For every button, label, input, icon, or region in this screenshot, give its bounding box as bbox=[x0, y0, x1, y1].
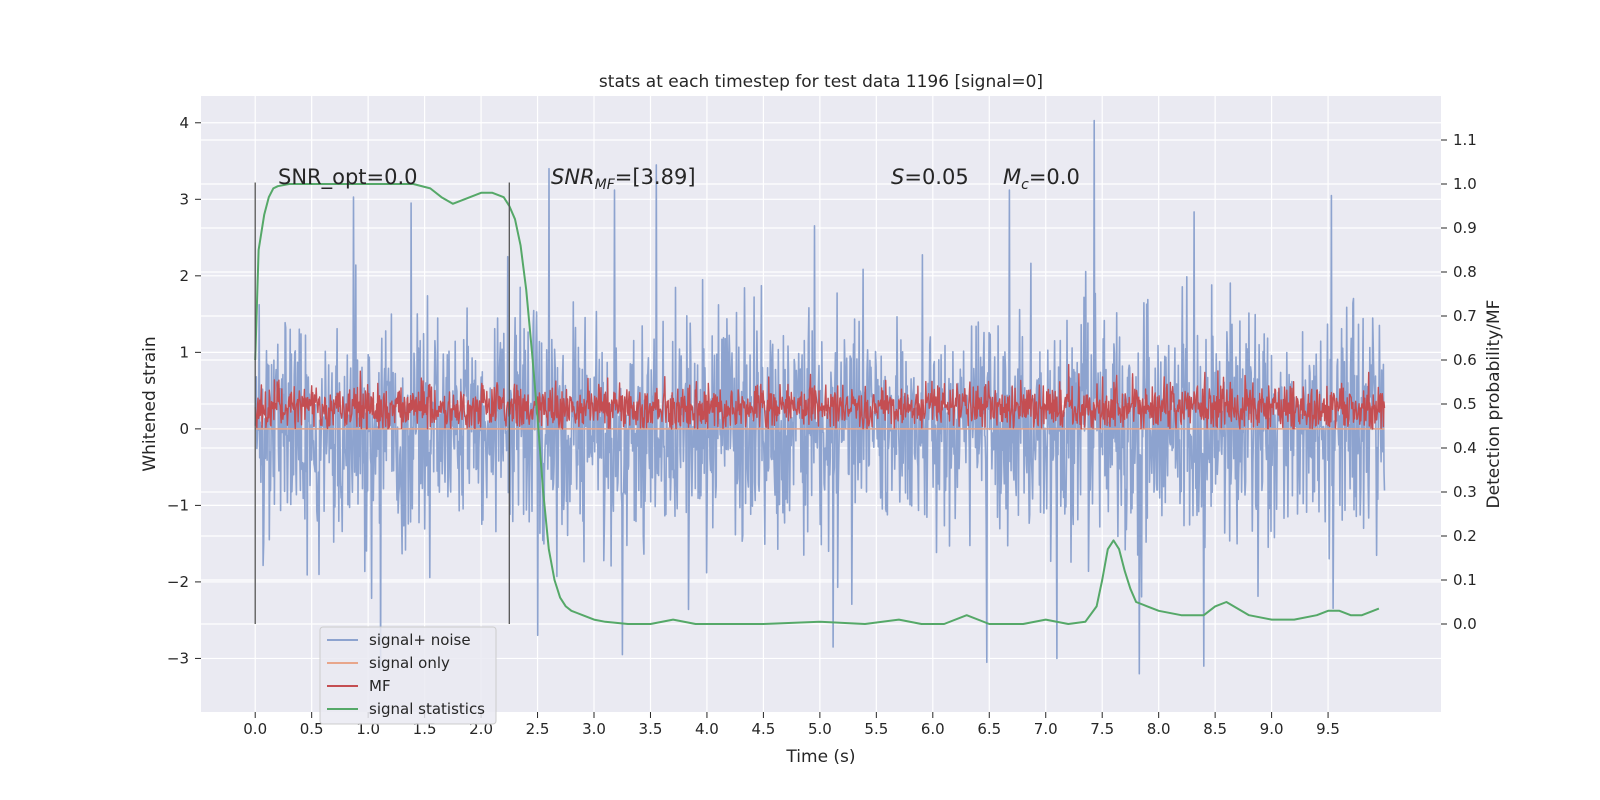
annotation-s: S=0.05 bbox=[891, 165, 969, 189]
legend-label-signal-statistics: signal statistics bbox=[369, 700, 485, 718]
y-tick-label: 0 bbox=[179, 420, 189, 438]
x-tick-label: 0.0 bbox=[243, 720, 267, 738]
x-tick-label: 4.5 bbox=[751, 720, 775, 738]
annotation-snr-mf-value: =[3.89] bbox=[615, 165, 696, 189]
y2-tick-label: 0.8 bbox=[1453, 263, 1477, 281]
chart-title: stats at each timestep for test data 119… bbox=[599, 72, 1043, 92]
x-tick-label: 8.0 bbox=[1147, 720, 1171, 738]
series-layer bbox=[254, 119, 1386, 675]
annotation-snr-mf: SNRMF=[3.89] bbox=[551, 165, 696, 193]
annotation-snr-opt: SNR_opt=0.0 bbox=[278, 165, 418, 190]
y-tick-label: −2 bbox=[167, 573, 189, 591]
x-tick-label: 3.5 bbox=[639, 720, 663, 738]
series-mf bbox=[254, 363, 1386, 430]
x-tick-label: 3.0 bbox=[582, 720, 606, 738]
legend-label-signal-only: signal only bbox=[369, 654, 450, 672]
x-tick-label: 6.5 bbox=[977, 720, 1001, 738]
y-tick-label: 3 bbox=[179, 190, 189, 208]
y2-tick-label: 0.6 bbox=[1453, 351, 1477, 369]
vertical-markers bbox=[254, 182, 510, 624]
legend-box bbox=[319, 626, 497, 725]
annotation-mc: Mc=0.0 bbox=[1003, 165, 1080, 193]
annotation-mc-sub: c bbox=[1021, 177, 1029, 193]
x-tick-label: 9.0 bbox=[1260, 720, 1284, 738]
legend: signal+ noise signal only MF signal stat… bbox=[319, 626, 497, 725]
y2-tick-label: 0.1 bbox=[1453, 571, 1477, 589]
y2-tick-label: 0.9 bbox=[1453, 219, 1477, 237]
y2-tick-label: 0.4 bbox=[1453, 439, 1477, 457]
y2-axis-label: Detection probability/MF bbox=[1484, 300, 1504, 509]
annotation-snr-mf-sub: MF bbox=[595, 177, 616, 193]
x-tick-label: 2.5 bbox=[526, 720, 550, 738]
y2-tick-label: 0.3 bbox=[1453, 483, 1477, 501]
y2-tick-label: 1.1 bbox=[1453, 131, 1477, 149]
x-tick-label: 0.5 bbox=[300, 720, 324, 738]
y2-tick-label: 0.7 bbox=[1453, 307, 1477, 325]
legend-label-mf: MF bbox=[369, 677, 391, 695]
annotation-s-main: S bbox=[891, 165, 904, 189]
x-tick-label: 9.5 bbox=[1316, 720, 1340, 738]
x-tick-label: 6.0 bbox=[921, 720, 945, 738]
y2-tick-label: 0.0 bbox=[1453, 615, 1477, 633]
x-tick-label: 7.5 bbox=[1090, 720, 1114, 738]
y-tick-label: 2 bbox=[179, 267, 189, 285]
y2-tick-label: 0.5 bbox=[1453, 395, 1477, 413]
y2-tick-label: 0.2 bbox=[1453, 527, 1477, 545]
x-tick-label: 7.0 bbox=[1034, 720, 1058, 738]
y-tick-label: −3 bbox=[167, 649, 189, 667]
x-tick-label: 4.0 bbox=[695, 720, 719, 738]
series-signal-noise bbox=[254, 119, 1386, 675]
y-tick-label: 1 bbox=[179, 343, 189, 361]
y2-tick-label: 1.0 bbox=[1453, 175, 1477, 193]
legend-label-signal-noise: signal+ noise bbox=[369, 631, 471, 649]
y-tick-label: 4 bbox=[179, 114, 189, 132]
annotation-s-value: =0.05 bbox=[904, 165, 968, 189]
y-axis-label: Whitened strain bbox=[140, 336, 160, 471]
annotation-snr-mf-main: SNR bbox=[551, 165, 595, 189]
x-tick-label: 8.5 bbox=[1203, 720, 1227, 738]
series-signal-statistics bbox=[254, 183, 1380, 625]
annotation-mc-main: M bbox=[1003, 165, 1021, 189]
annotation-mc-value: =0.0 bbox=[1029, 165, 1080, 189]
axes: 0.0 0.5 1.0 1.5 2.0 2.5 3.0 3.5 4.0 4.5 5.0 5.5 6.0 6… bbox=[167, 114, 1477, 738]
y-tick-label: −1 bbox=[167, 496, 189, 514]
x-axis-label: Time (s) bbox=[785, 747, 855, 767]
x-tick-label: 5.5 bbox=[864, 720, 888, 738]
x-tick-label: 5.0 bbox=[808, 720, 832, 738]
